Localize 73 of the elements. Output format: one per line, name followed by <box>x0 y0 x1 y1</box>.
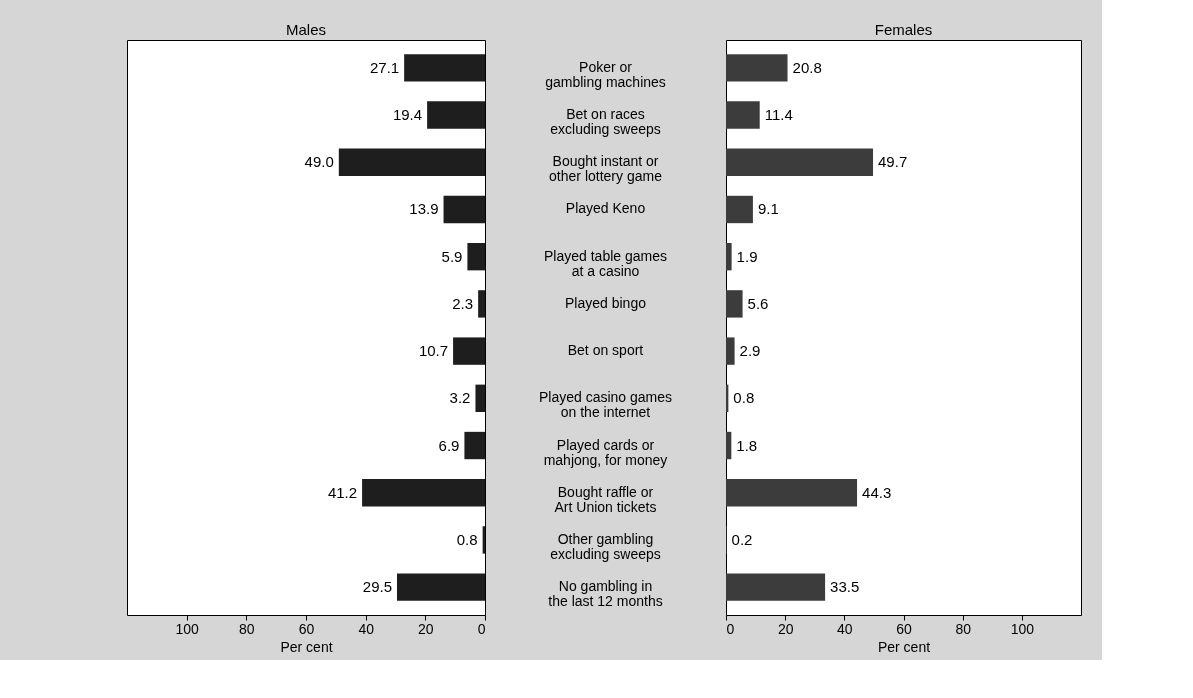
bar <box>726 573 826 601</box>
data-label: 6.9 <box>438 436 460 454</box>
x-tick-label: 40 <box>358 620 375 637</box>
data-label: 0.2 <box>731 530 753 548</box>
y-tick-label: Poker or gambling machines <box>545 58 666 90</box>
x-tick-label: 100 <box>175 620 200 637</box>
x-tick-label: 0 <box>477 620 486 637</box>
chart-title: Females <box>874 21 933 38</box>
y-tick-label: Bought instant or other lottery game <box>549 153 663 185</box>
x-tick-label: 60 <box>896 620 912 637</box>
chart-title: Males <box>285 21 327 38</box>
bar <box>464 431 485 460</box>
y-tick-label: Other gambling excluding sweeps <box>550 530 661 562</box>
bar <box>427 101 485 129</box>
x-tick-label: 80 <box>239 620 255 637</box>
bar <box>726 431 732 460</box>
data-label: 1.9 <box>736 247 758 265</box>
data-label: 20.8 <box>792 58 822 76</box>
bar <box>726 479 858 507</box>
data-label: 33.5 <box>830 578 860 596</box>
bar <box>467 243 485 271</box>
bar <box>726 148 874 176</box>
bar <box>404 54 485 82</box>
bar <box>726 101 760 129</box>
x-axis-title: Per cent <box>280 638 333 655</box>
data-label: 2.3 <box>452 294 474 312</box>
x-axis-title: Per cent <box>877 638 931 655</box>
x-tick-label: 80 <box>955 620 972 637</box>
data-label: 29.5 <box>362 578 392 596</box>
bar <box>475 384 485 412</box>
data-label: 49.7 <box>878 153 908 171</box>
y-tick-label: Played casino games on the internet <box>538 389 673 421</box>
data-label: 41.2 <box>327 483 358 501</box>
data-label: 1.8 <box>736 436 758 454</box>
data-label: 5.6 <box>747 294 769 312</box>
data-label: 49.0 <box>304 153 334 171</box>
data-label: 2.9 <box>739 342 761 360</box>
data-label: 3.2 <box>449 389 471 407</box>
y-tick-label: Played bingo <box>565 294 647 311</box>
x-tick-label: 20 <box>418 620 434 637</box>
y-tick-label: Played cards or mahjong, for money <box>543 436 668 468</box>
data-label: 0.8 <box>733 389 755 407</box>
bar <box>453 337 485 365</box>
bar <box>726 290 743 318</box>
x-tick-label: 60 <box>298 620 315 637</box>
bar <box>362 479 485 507</box>
data-label: 0.8 <box>456 530 478 548</box>
data-label: 13.9 <box>409 200 439 218</box>
bar <box>443 195 485 224</box>
y-tick-label: Played table games at a casino <box>544 247 667 279</box>
bar <box>338 148 485 176</box>
x-tick-label: 100 <box>1010 620 1035 637</box>
x-tick-label: 0 <box>726 620 735 637</box>
y-tick-label: Bet on sport <box>567 342 644 359</box>
bar <box>478 290 485 318</box>
bar <box>726 337 735 365</box>
y-tick-label: Played Keno <box>565 200 646 217</box>
data-label: 44.3 <box>862 483 892 501</box>
data-label: 10.7 <box>418 342 449 360</box>
data-label: 11.4 <box>764 106 793 124</box>
x-tick-label: 20 <box>777 620 794 637</box>
y-tick-label: No gambling in the last 12 months <box>548 578 663 610</box>
data-label: 5.9 <box>441 247 463 265</box>
y-tick-label: Bet on races excluding sweeps <box>550 106 661 138</box>
y-tick-label: Bought raffle or Art Union tickets <box>554 483 657 515</box>
bar <box>396 573 485 601</box>
x-tick-label: 40 <box>837 620 853 637</box>
data-label: 27.1 <box>369 58 400 76</box>
bar <box>726 195 753 224</box>
data-label: 19.4 <box>392 106 423 124</box>
bar <box>726 54 788 82</box>
bar <box>726 243 732 271</box>
data-label: 9.1 <box>757 200 779 218</box>
